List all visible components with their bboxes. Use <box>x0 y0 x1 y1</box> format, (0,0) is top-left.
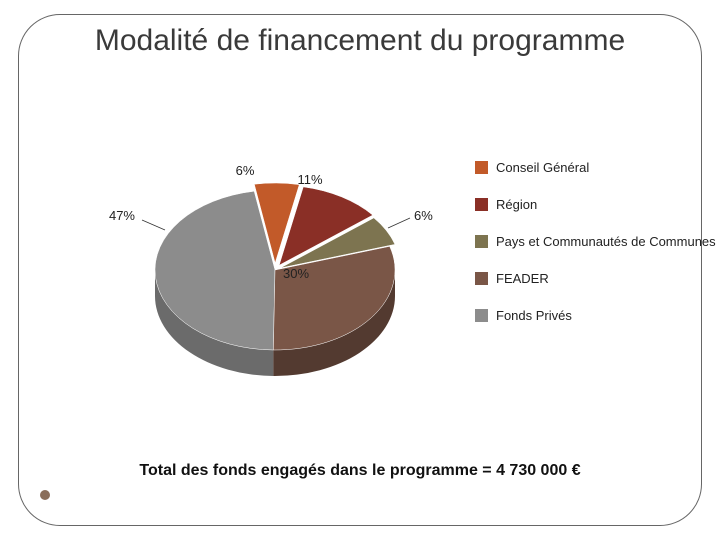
legend-item-feader: FEADER <box>475 271 716 286</box>
pie-leader-pays <box>388 218 410 228</box>
pie-label-pays: 6% <box>414 208 433 223</box>
legend-item-region: Région <box>475 197 716 212</box>
pie-label-prives: 47% <box>109 208 135 223</box>
legend-swatch-region <box>475 198 488 211</box>
slide-title: Modalité de financement du programme <box>0 22 720 60</box>
total-line: Total des fonds engagés dans le programm… <box>0 462 720 480</box>
legend-label-conseil: Conseil Général <box>496 160 589 175</box>
legend-swatch-prives <box>475 309 488 322</box>
slide-bullet-icon <box>40 490 50 500</box>
legend-swatch-conseil <box>475 161 488 174</box>
legend-label-pays: Pays et Communautés de Communes <box>496 234 716 249</box>
pie-chart: 6% 11% 6% 30% 47% <box>110 150 430 370</box>
legend-item-pays: Pays et Communautés de Communes <box>475 234 716 249</box>
pie-leader-prives <box>142 220 165 230</box>
slide: Modalité de financement du programme 6% 1… <box>0 0 720 540</box>
legend-swatch-feader <box>475 272 488 285</box>
legend-swatch-pays <box>475 235 488 248</box>
legend-label-feader: FEADER <box>496 271 549 286</box>
legend-item-prives: Fonds Privés <box>475 308 716 323</box>
legend-label-prives: Fonds Privés <box>496 308 572 323</box>
pie-legend: Conseil Général Région Pays et Communautés… <box>475 160 716 345</box>
legend-label-region: Région <box>496 197 537 212</box>
pie-label-conseil: 6% <box>236 163 255 178</box>
legend-item-conseil: Conseil Général <box>475 160 716 175</box>
pie-label-feader: 30% <box>283 266 309 281</box>
pie-label-region: 11% <box>297 172 322 187</box>
